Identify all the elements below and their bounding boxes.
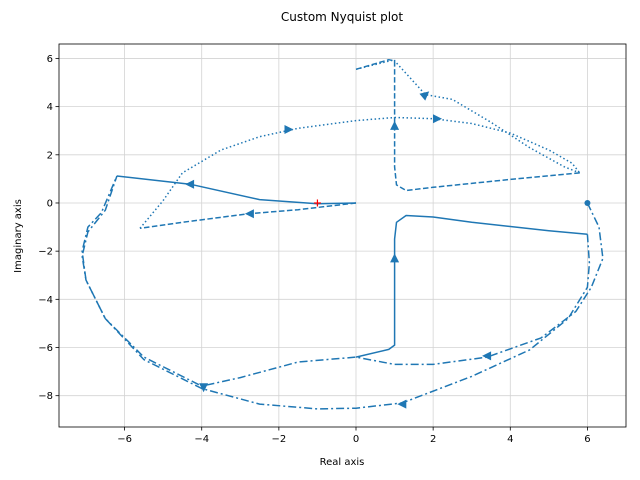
y-tick-label: 4 [47,102,53,113]
direction-arrow-4 [390,120,400,130]
nyquist-curve-8 [355,58,580,174]
x-tick-label: −6 [117,434,132,445]
start-point-marker [584,199,591,206]
nyquist-curve-7 [139,116,581,229]
x-tick-label: 4 [507,434,513,445]
x-tick-label: 0 [353,434,359,445]
y-tick-label: 2 [47,150,53,161]
x-tick-label: 6 [584,434,590,445]
y-axis-label: Imaginary axis [13,199,24,273]
ticks: −6 −4 −2 0 2 4 6 −8 −6 −4 −2 0 2 4 6 [38,54,590,445]
y-tick-label: −4 [38,295,53,306]
y-tick-label: 0 [47,198,53,209]
direction-arrow-2 [244,209,254,219]
nyquist-curve-2 [139,202,357,230]
y-tick-label: −8 [38,391,53,402]
direction-arrow-9 [397,399,407,409]
direction-arrow-5 [284,125,294,134]
grid [59,44,626,427]
nyquist-curve-4 [355,58,580,192]
nyquist-curve-3 [355,214,588,358]
y-tick-label: −6 [38,343,53,354]
plot-area [81,58,604,410]
direction-arrow-10 [199,383,209,393]
direction-arrow-7 [419,91,430,101]
axes-frame [58,43,627,428]
x-tick-label: 2 [430,434,436,445]
direction-arrow-8 [482,351,492,361]
direction-arrow-1 [185,179,195,189]
nyquist-curve-6 [81,175,591,410]
x-axis-label: Real axis [320,457,365,468]
chart-title: Custom Nyquist plot [281,10,403,24]
direction-arrow-6 [433,114,442,124]
x-tick-label: −4 [194,434,209,445]
direction-arrow-3 [390,253,400,263]
nyquist-curve-5 [81,175,604,387]
x-tick-label: −2 [271,434,286,445]
critical-point-marker [313,199,321,207]
nyquist-curve-1 [116,175,357,205]
y-tick-label: 6 [47,54,53,65]
y-tick-label: −2 [38,247,53,258]
